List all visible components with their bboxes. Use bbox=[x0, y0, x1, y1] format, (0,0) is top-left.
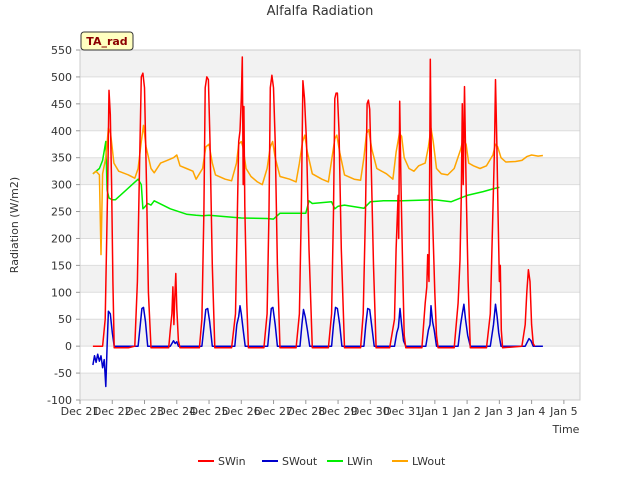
x-tick-label: Dec 30 bbox=[351, 405, 390, 418]
x-tick-label: Jan 4 bbox=[517, 405, 545, 418]
chart-title: Alfalfa Radiation bbox=[267, 4, 374, 19]
legend-item-swout: SWout bbox=[262, 455, 318, 468]
y-tick-label: 350 bbox=[51, 152, 72, 165]
series-line-swin bbox=[92, 56, 536, 349]
x-tick-label: Dec 25 bbox=[190, 405, 229, 418]
y-axis-ticks: -100 -50 0 50 100 150 200 250 300 350 400 450 500 550 bbox=[47, 44, 80, 407]
x-tick-label: Dec 31 bbox=[383, 405, 422, 418]
x-tick-label: Dec 21 bbox=[61, 405, 100, 418]
y-tick-label: 400 bbox=[51, 125, 72, 138]
y-tick-label: 100 bbox=[51, 286, 72, 299]
y-tick-label: 250 bbox=[51, 206, 72, 219]
series-lines bbox=[92, 56, 543, 388]
y-tick-label: -50 bbox=[54, 367, 72, 380]
y-tick-label: 200 bbox=[51, 232, 72, 245]
y-axis-label: Radiation (W/m2) bbox=[8, 177, 21, 273]
x-tick-label: Jan 1 bbox=[420, 405, 448, 418]
legend-label: LWout bbox=[412, 455, 446, 468]
y-tick-label: 450 bbox=[51, 98, 72, 111]
series-line-swout bbox=[92, 303, 543, 388]
legend-label: LWin bbox=[347, 455, 373, 468]
y-tick-label: 500 bbox=[51, 71, 72, 84]
background-band bbox=[80, 265, 580, 293]
x-tick-label: Jan 3 bbox=[485, 405, 513, 418]
background-band bbox=[80, 50, 580, 77]
y-tick-label: 50 bbox=[58, 313, 72, 326]
y-tick-label: 0 bbox=[65, 340, 72, 353]
legend-label: SWout bbox=[282, 455, 318, 468]
x-tick-label: Jan 5 bbox=[549, 405, 577, 418]
plot-area-frame bbox=[79, 49, 581, 401]
legend-item-lwout: LWout bbox=[392, 455, 446, 468]
x-tick-label: Dec 29 bbox=[319, 405, 358, 418]
x-axis-label: Time bbox=[552, 423, 580, 436]
x-tick-label: Dec 23 bbox=[125, 405, 164, 418]
x-tick-label: Dec 22 bbox=[93, 405, 132, 418]
y-tick-label: 300 bbox=[51, 179, 72, 192]
legend-item-lwin: LWin bbox=[327, 455, 373, 468]
ta-rad-badge: TA_rad bbox=[80, 31, 134, 51]
y-tick-label: 150 bbox=[51, 259, 72, 272]
background-band bbox=[80, 103, 580, 131]
x-tick-label: Jan 2 bbox=[452, 405, 480, 418]
y-tick-label: 550 bbox=[51, 44, 72, 57]
background-band bbox=[80, 211, 580, 239]
background-band bbox=[80, 373, 580, 400]
badge-label: TA_rad bbox=[86, 35, 127, 48]
legend: SWin SWout LWin LWout bbox=[198, 455, 446, 468]
x-tick-label: Dec 27 bbox=[254, 405, 293, 418]
x-tick-label: Dec 24 bbox=[157, 405, 196, 418]
x-tick-label: Dec 28 bbox=[286, 405, 325, 418]
y-tick-label: -100 bbox=[47, 394, 72, 407]
legend-item-swin: SWin bbox=[198, 455, 246, 468]
x-tick-label: Dec 26 bbox=[222, 405, 261, 418]
legend-label: SWin bbox=[218, 455, 246, 468]
